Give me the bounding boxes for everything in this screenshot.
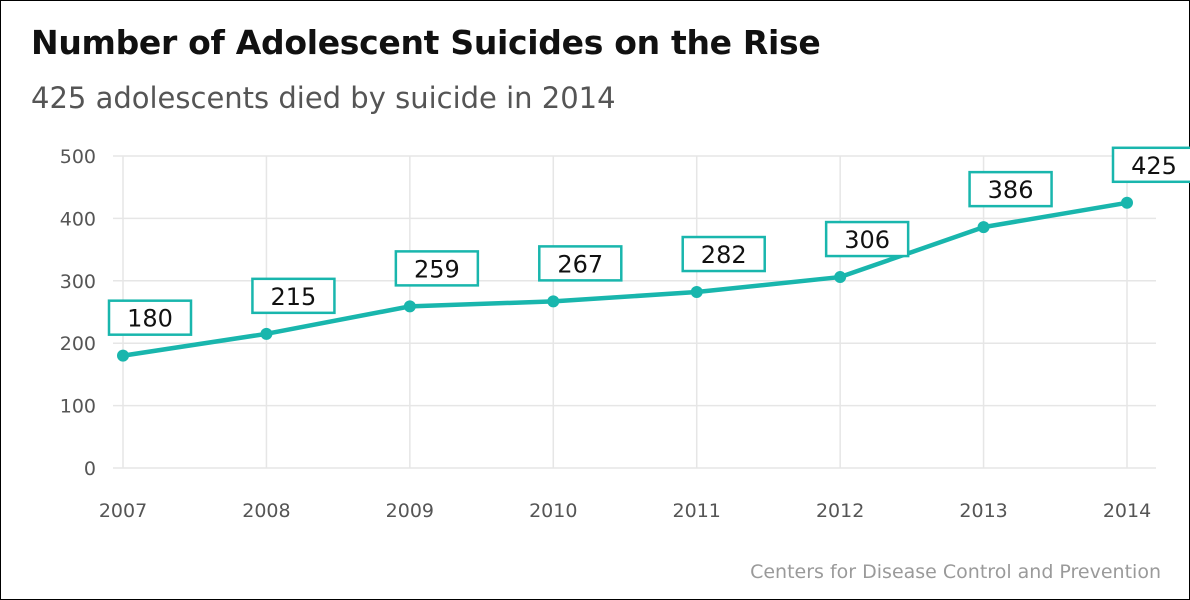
y-tick-label: 400 [60,208,96,230]
data-label-box [681,235,766,273]
x-tick-label: 2007 [99,500,147,522]
series-line [120,200,1130,358]
data-label-box [824,220,910,258]
y-tick-label: 0 [84,458,96,480]
data-point [117,349,129,362]
y-tick-label: 500 [60,146,96,168]
y-tick-label: 200 [60,333,96,355]
data-point [403,300,416,313]
data-label: 282 [701,241,747,269]
data-label: 306 [844,226,890,254]
x-tick-label: 2012 [816,500,864,522]
data-label-box [107,299,193,336]
data-label: 267 [557,250,603,278]
data-label-box [394,250,480,287]
x-tick-label: 2010 [529,500,577,522]
data-label-box [251,277,336,315]
data-point [690,286,703,299]
data-label: 259 [414,255,460,283]
data-point [834,271,847,284]
data-label: 386 [988,176,1034,204]
y-tick-label: 300 [60,271,96,293]
data-label: 215 [271,283,317,311]
data-point [1121,196,1133,209]
data-label-box [1111,146,1190,184]
chart-subtitle: 425 adolescents died by suicide in 2014 [31,81,616,115]
x-tick-label: 2013 [959,500,1007,522]
x-tick-label: 2011 [673,500,721,522]
x-tick-label: 2008 [242,500,290,522]
data-point [977,221,990,234]
data-label-box [968,170,1053,208]
x-tick-label: 2014 [1103,500,1151,522]
y-tick-label: 100 [60,396,96,418]
data-point [547,295,560,308]
source-credit: Centers for Disease Control and Preventi… [750,561,1161,583]
data-label-box [538,245,623,282]
data-label: 425 [1131,152,1177,180]
chart-title: Number of Adolescent Suicides on the Ris… [31,23,821,62]
line-chart: 0 100 200 300 400 500 2007 2008 2009 2010 2011 2012… [60,146,1190,522]
data-label: 180 [127,305,173,333]
x-tick-label: 2009 [386,500,434,522]
data-point [260,327,273,340]
